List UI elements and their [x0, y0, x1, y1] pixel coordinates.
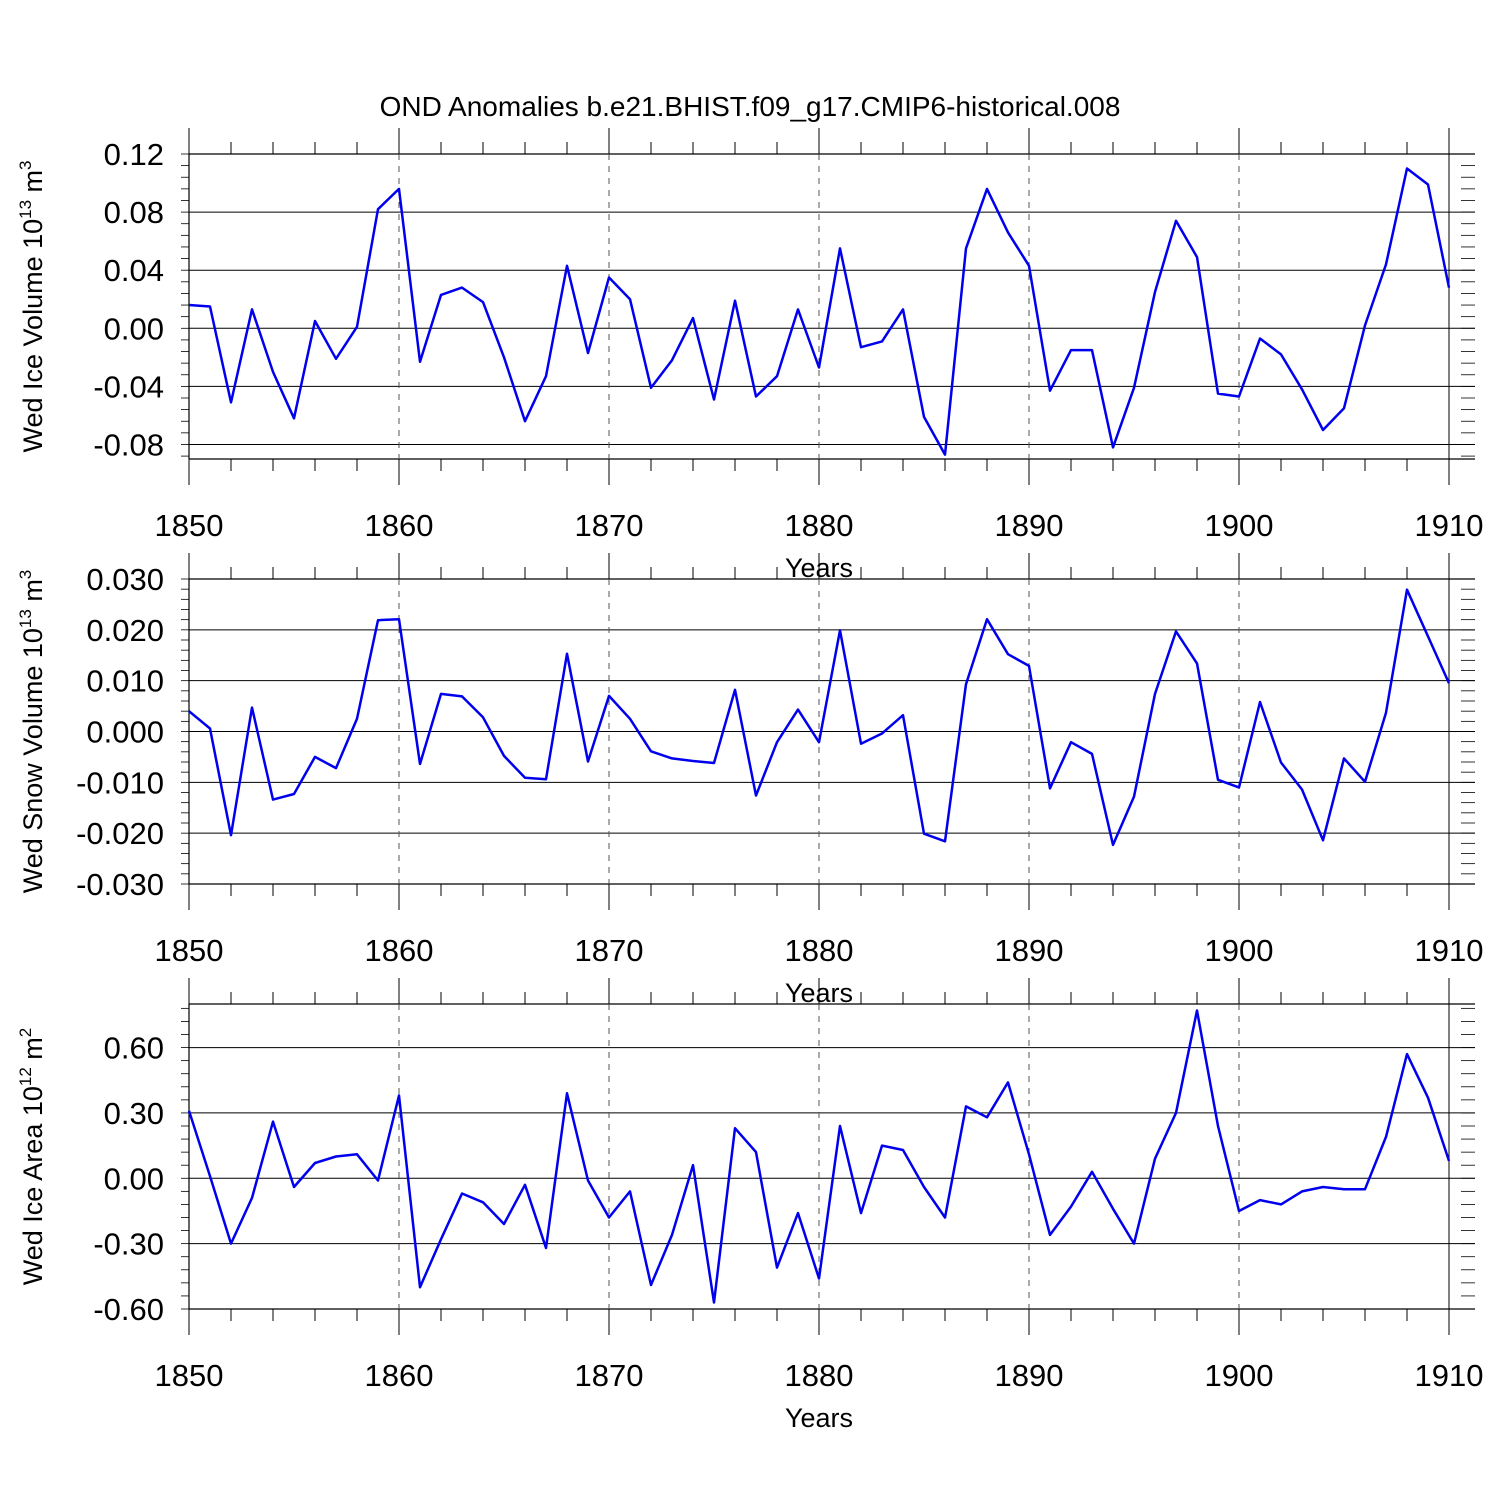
- snow-volume-ylabel-main: Wed Snow Volume 10: [18, 628, 48, 893]
- ice-area-xtick-label-3: 1880: [785, 1358, 854, 1393]
- ice-area-ylabel-exponent: 12: [16, 1067, 35, 1086]
- ice-area-xtick-label-1: 1860: [365, 1358, 434, 1393]
- snow-volume-ytick-label-2: -0.010: [76, 765, 164, 800]
- ice-area-xtick-label-2: 1870: [575, 1358, 644, 1393]
- ice-area-xtick-label-4: 1890: [995, 1358, 1064, 1393]
- snow-volume-xtick-label-6: 1910: [1415, 933, 1484, 968]
- ice-volume-ylabel-unit: m: [18, 170, 48, 200]
- ice-area-ytick-label-0: -0.60: [93, 1292, 164, 1327]
- snow-volume-xtick-label-3: 1880: [785, 933, 854, 968]
- snow-volume-xtick-label-1: 1860: [365, 933, 434, 968]
- snow-volume-xtick-label-0: 1850: [155, 933, 224, 968]
- snow-volume-xtick-label-5: 1900: [1205, 933, 1274, 968]
- chart-title: OND Anomalies b.e21.BHIST.f09_g17.CMIP6-…: [380, 91, 1121, 122]
- ice-volume-ytick-label-4: 0.08: [104, 195, 164, 230]
- snow-volume-ylabel-unit: m: [18, 579, 48, 609]
- ice-volume-ylabel-main: Wed Ice Volume 10: [18, 219, 48, 453]
- ice-volume-xtick-label-2: 1870: [575, 508, 644, 543]
- ice-volume-series-line: [188, 167, 1451, 456]
- ice-area-ylabel: Wed Ice Area 1012 m2: [16, 1028, 48, 1286]
- ice-volume-xtick-label-5: 1900: [1205, 508, 1274, 543]
- ice-volume-ytick-label-2: 0.00: [104, 311, 164, 346]
- ice-area-ytick-label-3: 0.30: [104, 1096, 164, 1131]
- snow-volume-panel: -0.030 -0.020 -0.010 0.000 0.010 0.020 0.030 18…: [16, 553, 1483, 1008]
- ice-volume-xtick-label-6: 1910: [1415, 508, 1484, 543]
- snow-volume-ytick-label-5: 0.020: [86, 613, 164, 648]
- snow-volume-series-line: [188, 588, 1451, 847]
- snow-volume-ytick-label-1: -0.020: [76, 816, 164, 851]
- ice-area-ytick-label-2: 0.00: [104, 1161, 164, 1196]
- snow-volume-ylabel: Wed Snow Volume 1013 m3: [16, 570, 48, 894]
- ice-volume-ylabel-exponent: 13: [16, 200, 35, 219]
- ice-area-xtick-label-0: 1850: [155, 1358, 224, 1393]
- ice-area-xtick-label-6: 1910: [1415, 1358, 1484, 1393]
- ice-volume-ylabel: Wed Ice Volume 1013 m3: [16, 160, 48, 452]
- ice-area-series-line: [187, 1009, 1451, 1304]
- ice-volume-ytick-label-5: 0.12: [104, 137, 164, 172]
- ice-volume-ytick-label-0: -0.08: [93, 427, 164, 462]
- ice-area-xtick-label-5: 1900: [1205, 1358, 1274, 1393]
- ice-area-xlabel: Years: [785, 1403, 853, 1433]
- ice-area-ytick-label-1: -0.30: [93, 1227, 164, 1262]
- snow-volume-ytick-label-0: -0.030: [76, 867, 164, 902]
- snow-volume-ytick-label-4: 0.010: [86, 664, 164, 699]
- ice-area-ylabel-unit: m: [18, 1037, 48, 1067]
- ice-volume-xtick-label-4: 1890: [995, 508, 1064, 543]
- ice-volume-xtick-label-1: 1860: [365, 508, 434, 543]
- ice-volume-ylabel-unit-exponent: 3: [16, 160, 35, 169]
- ice-volume-xtick-label-0: 1850: [155, 508, 224, 543]
- ice-area-panel: -0.60 -0.30 0.00 0.30 0.60 1850 1860 1870 1880 18…: [16, 978, 1483, 1433]
- snow-volume-xtick-label-2: 1870: [575, 933, 644, 968]
- ice-area-ylabel-unit-exponent: 2: [16, 1028, 35, 1037]
- snow-volume-ylabel-unit-exponent: 3: [16, 570, 35, 579]
- snow-volume-ylabel-exponent: 13: [16, 609, 35, 628]
- ice-area-ylabel-main: Wed Ice Area 10: [18, 1086, 48, 1285]
- ice-volume-ytick-label-1: -0.04: [93, 369, 164, 404]
- ice-area-ytick-label-4: 0.60: [104, 1031, 164, 1066]
- snow-volume-xtick-label-4: 1890: [995, 933, 1064, 968]
- snow-volume-ytick-label-3: 0.000: [86, 715, 164, 750]
- ice-volume-xtick-label-3: 1880: [785, 508, 854, 543]
- ice-volume-ytick-label-3: 0.04: [104, 253, 164, 288]
- ice-volume-panel: -0.08 -0.04 0.00 0.04 0.08 0.12 1850 1860 1870 18…: [16, 128, 1483, 583]
- snow-volume-ytick-label-6: 0.030: [86, 562, 164, 597]
